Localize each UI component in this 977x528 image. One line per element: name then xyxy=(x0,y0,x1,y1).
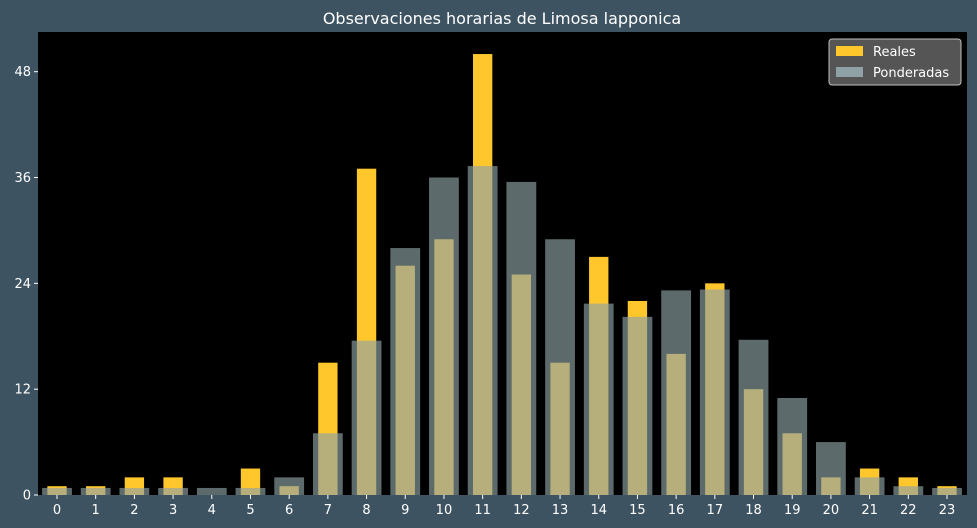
x-tick-label-13: 13 xyxy=(552,503,569,518)
x-tick-label-10: 10 xyxy=(436,503,453,518)
x-tick-label-3: 3 xyxy=(169,503,177,518)
bar-ponderadas-11 xyxy=(467,166,498,495)
x-tick-label-23: 23 xyxy=(939,503,956,518)
x-tick-label-18: 18 xyxy=(745,503,762,518)
bar-ponderadas-18 xyxy=(738,339,769,495)
x-tick-label-4: 4 xyxy=(208,503,216,518)
x-tick-label-16: 16 xyxy=(668,503,685,518)
x-tick-label-12: 12 xyxy=(513,503,530,518)
bar-ponderadas-20 xyxy=(816,442,846,495)
bar-ponderadas-7 xyxy=(312,433,343,495)
bar-ponderadas-21 xyxy=(854,477,885,495)
bar-ponderadas-12 xyxy=(506,181,537,495)
bar-ponderadas-10 xyxy=(429,177,459,495)
legend: Reales Ponderadas xyxy=(828,38,962,86)
bar-ponderadas-23 xyxy=(932,487,962,495)
plot-area xyxy=(38,32,967,495)
bar-ponderadas-14 xyxy=(583,303,614,495)
bar-ponderadas-9 xyxy=(390,248,421,495)
chart-title: Observaciones horarias de Limosa lapponi… xyxy=(323,9,681,28)
bar-ponderadas-19 xyxy=(777,397,808,495)
ponderadas-bars xyxy=(42,166,962,495)
y-axis: 0 12 24 36 48 xyxy=(14,65,38,504)
legend-swatch-reales xyxy=(836,46,863,56)
x-tick-label-20: 20 xyxy=(823,503,840,518)
x-tick-label-2: 2 xyxy=(130,503,138,518)
x-tick-label-8: 8 xyxy=(362,503,370,518)
x-tick-label-21: 21 xyxy=(861,503,878,518)
bar-ponderadas-13 xyxy=(545,239,575,495)
bar-ponderadas-2 xyxy=(119,487,150,495)
bar-ponderadas-15 xyxy=(622,316,653,495)
x-tick-label-0: 0 xyxy=(53,503,61,518)
bar-ponderadas-8 xyxy=(351,340,382,495)
legend-swatch-ponderadas xyxy=(836,67,863,77)
y-tick-label-36: 36 xyxy=(14,171,31,186)
x-tick-label-19: 19 xyxy=(784,503,801,518)
y-tick-label-0: 0 xyxy=(23,489,31,504)
x-tick-label-6: 6 xyxy=(285,503,293,518)
y-tick-label-24: 24 xyxy=(14,277,31,292)
x-axis: 0 1 2 3 4 5 6 7 8 9 10 11 12 13 14 15 16 17 18 19 20 21 22 23 xyxy=(53,495,955,518)
bar-ponderadas-17 xyxy=(699,289,730,495)
y-tick-label-48: 48 xyxy=(14,65,31,80)
bar-ponderadas-6 xyxy=(274,477,305,495)
bar-ponderadas-3 xyxy=(158,487,188,495)
x-tick-label-1: 1 xyxy=(92,503,100,518)
bar-ponderadas-0 xyxy=(42,487,72,495)
legend-label-ponderadas: Ponderadas xyxy=(873,66,949,81)
bar-ponderadas-1 xyxy=(80,487,111,495)
bar-ponderadas-16 xyxy=(661,290,692,495)
x-tick-label-9: 9 xyxy=(401,503,409,518)
y-tick-label-12: 12 xyxy=(14,383,31,398)
x-tick-label-5: 5 xyxy=(246,503,254,518)
bar-ponderadas-4 xyxy=(196,487,227,495)
x-tick-label-22: 22 xyxy=(900,503,917,518)
legend-label-reales: Reales xyxy=(873,45,916,60)
x-tick-label-17: 17 xyxy=(707,503,724,518)
bar-ponderadas-5 xyxy=(235,487,266,495)
x-tick-label-14: 14 xyxy=(590,503,607,518)
bar-ponderadas-22 xyxy=(893,486,924,495)
x-tick-label-7: 7 xyxy=(324,503,332,518)
x-tick-label-15: 15 xyxy=(629,503,646,518)
x-tick-label-11: 11 xyxy=(474,503,491,518)
